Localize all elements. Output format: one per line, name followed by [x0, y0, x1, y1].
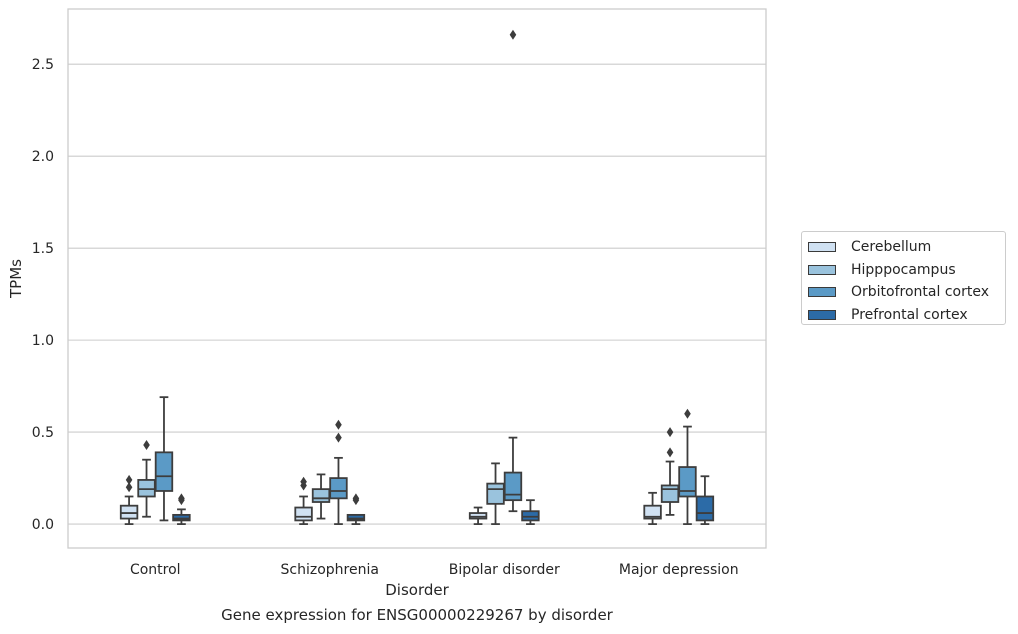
legend-item-cerebellum: Cerebellum [808, 236, 1005, 259]
outlier-marker [125, 474, 133, 485]
outlier-marker [335, 432, 342, 443]
outlier-marker [300, 476, 307, 487]
box [154, 451, 174, 492]
legend-swatch-hippocampus [808, 264, 836, 275]
legend-item-hippocampus: Hipppocampus [808, 259, 1005, 282]
legend-swatch-prefrontal-cortex [808, 309, 836, 320]
box [311, 488, 331, 503]
y-axis-label: TPMs [7, 259, 25, 299]
outlier-marker [352, 493, 360, 504]
legend-label-cerebellum: Cerebellum [851, 239, 932, 256]
box [695, 495, 715, 522]
box [521, 510, 540, 522]
outlier-marker [125, 482, 133, 493]
box [172, 513, 191, 522]
outlier-marker [684, 408, 691, 419]
outlier-marker [143, 439, 150, 450]
x-tick-label: Major depression [619, 562, 739, 578]
x-tick-label: Control [130, 562, 181, 578]
box [119, 504, 139, 520]
legend-label-orbitofrontal-cortex: Orbitofrontal cortex [851, 284, 989, 301]
y-tick-label: 0.5 [32, 425, 54, 441]
outlier-marker [335, 419, 342, 430]
box [294, 506, 313, 522]
legend-label-prefrontal-cortex: Prefrontal cortex [851, 306, 968, 323]
box [486, 482, 505, 505]
outlier-marker [178, 493, 185, 504]
box [643, 504, 662, 520]
legend-label-hippocampus: Hipppocampus [851, 261, 956, 278]
x-tick-label: Schizophrenia [281, 562, 379, 578]
y-tick-label: 1.5 [32, 241, 54, 257]
y-tick-label: 1.0 [32, 333, 54, 349]
outlier-marker [666, 427, 674, 438]
y-tick-label: 0.0 [32, 517, 54, 533]
box [346, 513, 366, 522]
box [468, 512, 488, 520]
x-tick-label: Bipolar disorder [449, 562, 560, 578]
box [503, 471, 523, 502]
box [329, 477, 348, 500]
outlier-marker [666, 447, 674, 458]
y-tick-label: 2.0 [32, 149, 54, 165]
y-tick-label: 2.5 [32, 57, 54, 73]
legend-swatch-cerebellum [808, 242, 836, 253]
chart-caption: Gene expression for ENSG00000229267 by d… [221, 606, 613, 624]
x-axis-label: Disorder [385, 581, 449, 599]
legend-swatch-orbitofrontal-cortex [808, 287, 836, 298]
box [660, 484, 680, 503]
box [137, 479, 156, 498]
box [678, 466, 697, 498]
legend-item-orbitofrontal-cortex: Orbitofrontal cortex [808, 281, 1005, 304]
legend-item-prefrontal-cortex: Prefrontal cortex [808, 304, 1005, 327]
outlier-marker [509, 29, 517, 40]
legend: Cerebellum Hipppocampus Orbitofrontal co… [801, 231, 1006, 325]
plot-frame [67, 8, 767, 549]
